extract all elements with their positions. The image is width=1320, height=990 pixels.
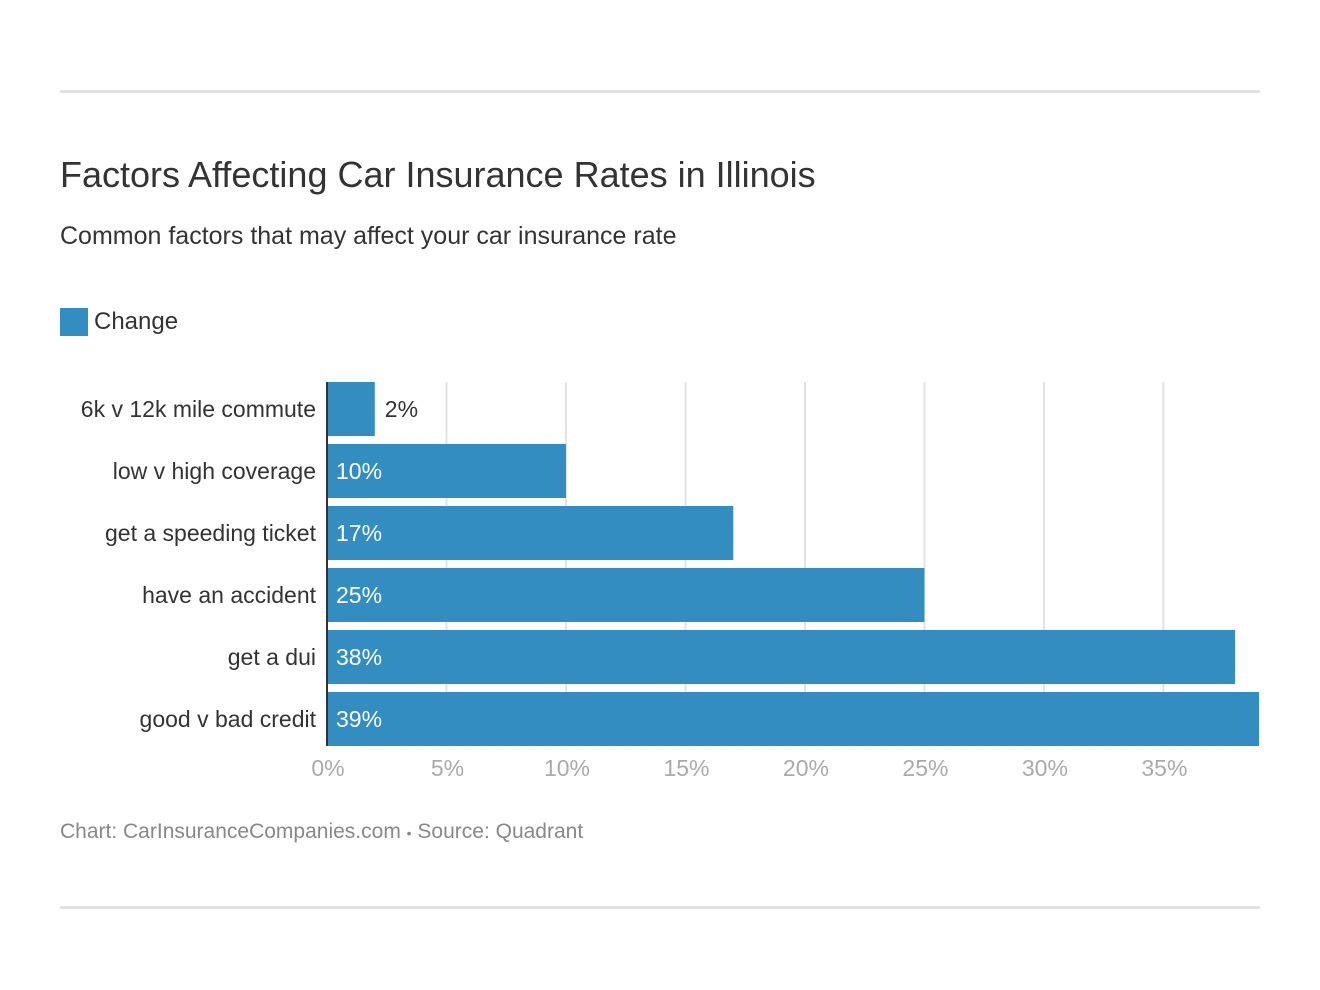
category-label: good v bad credit (140, 706, 317, 732)
category-label: get a dui (228, 644, 316, 670)
top-divider (60, 90, 1260, 93)
x-tick-label: 5% (431, 755, 464, 781)
x-tick-label: 35% (1141, 755, 1187, 781)
footer-separator: • (406, 825, 412, 841)
x-tick-label: 20% (783, 755, 829, 781)
data-label: 10% (336, 458, 382, 484)
category-label: low v high coverage (113, 458, 316, 484)
legend-label: Change (94, 308, 179, 335)
data-label: 2% (385, 396, 418, 422)
bar (327, 692, 1259, 746)
bar (327, 382, 375, 436)
chart-title: Factors Affecting Car Insurance Rates in… (60, 154, 816, 195)
x-tick-label: 10% (544, 755, 590, 781)
chart-credit: Chart: CarInsuranceCompanies.com (60, 820, 401, 843)
x-tick-label: 30% (1022, 755, 1068, 781)
bottom-divider (60, 906, 1260, 909)
data-label: 38% (336, 644, 382, 670)
legend: Change (60, 308, 178, 336)
legend-swatch (60, 308, 88, 336)
bar (327, 506, 734, 560)
x-tick-label: 25% (902, 755, 948, 781)
chart-source: Source: Quadrant (417, 820, 584, 843)
data-label: 25% (336, 582, 382, 608)
bar (327, 630, 1236, 684)
category-label: get a speeding ticket (105, 520, 317, 546)
data-label: 17% (336, 520, 382, 546)
chart-subtitle: Common factors that may affect your car … (60, 222, 677, 250)
x-tick-label: 0% (311, 755, 344, 781)
bar (327, 568, 925, 622)
category-label: 6k v 12k mile commute (81, 396, 316, 422)
data-label: 39% (336, 706, 382, 732)
x-tick-label: 15% (663, 755, 709, 781)
chart-footer: Chart: CarInsuranceCompanies.com • Sourc… (60, 820, 583, 844)
category-label: have an accident (142, 582, 317, 608)
bar (327, 444, 566, 498)
